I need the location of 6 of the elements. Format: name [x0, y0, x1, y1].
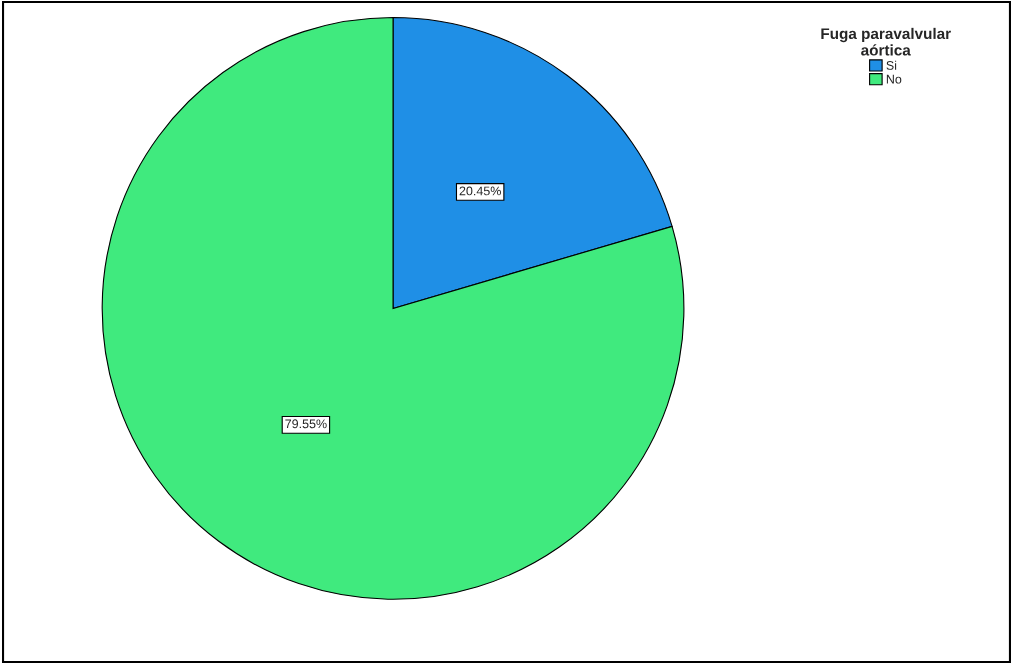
legend-title: Fuga paravalvular aórtica	[821, 27, 951, 56]
data-label: 79.55%	[285, 419, 327, 429]
data-label: 20.45%	[459, 186, 501, 196]
pie-slice	[101, 17, 685, 600]
legend-label: Si	[886, 60, 897, 70]
legend-label: No	[886, 74, 902, 84]
